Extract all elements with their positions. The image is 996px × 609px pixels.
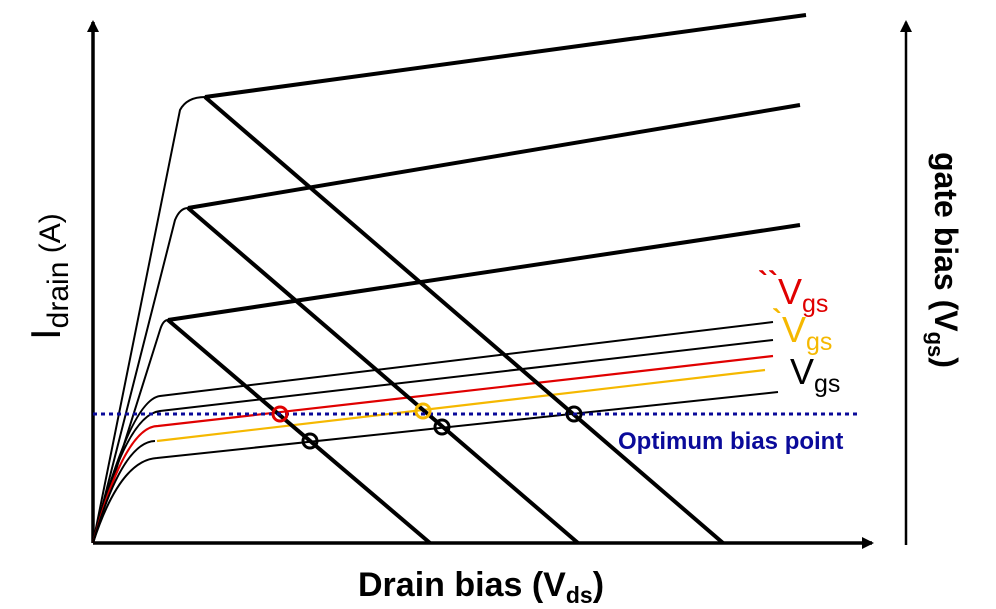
bias-marker-black-3 <box>565 405 583 423</box>
iv-curve-2 <box>92 103 801 544</box>
legend-label-black: Vgs <box>790 351 840 398</box>
iv-curve-small-4 <box>92 391 779 544</box>
bias-marker-black-1 <box>301 432 319 450</box>
x-axis-label: Drain bias (Vds) <box>358 566 604 608</box>
bias-marker-black-2 <box>433 418 451 436</box>
iv-curve-1 <box>92 13 807 544</box>
iv-curve-yellow <box>156 368 766 443</box>
bias-marker-red <box>271 405 289 423</box>
legend-label-red: ``Vgs <box>758 266 828 318</box>
load-line-3 <box>203 95 725 545</box>
y-axis-left-label: Idrain (A) <box>22 213 75 340</box>
load-line-2 <box>186 206 580 545</box>
optimum-bias-label: Optimum bias point <box>618 428 843 455</box>
y-axis-right-label: gate bias (Vgs) <box>923 152 964 368</box>
legend-label-yellow: `Vgs <box>772 304 832 356</box>
iv-curve-3 <box>92 223 801 544</box>
bias-marker-yellow <box>414 402 432 420</box>
load-line-1 <box>166 318 432 545</box>
